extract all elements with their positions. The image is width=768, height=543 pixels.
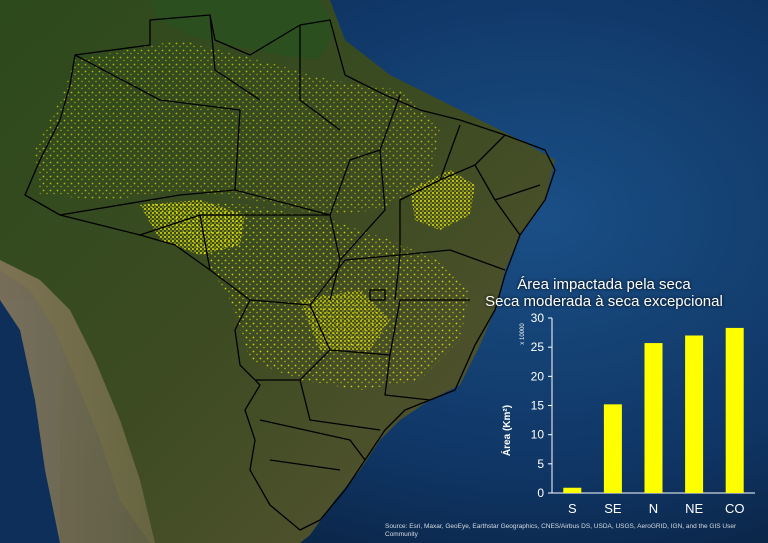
northern-coast (150, 0, 335, 60)
bar-chart: 0 5 10 15 20 25 30 S SE N NE CO Área (Km²) x 10000 (500, 311, 755, 516)
bar-se (603, 404, 622, 493)
chart-subtitle: Seca moderada à seca excepcional (485, 293, 723, 310)
y-tick-label: 0 (537, 486, 544, 500)
drought-overlay-north (35, 40, 440, 215)
map-attribution: Source: Esri, Maxar, GeoEye, Earthstar G… (385, 523, 737, 538)
bars (563, 327, 744, 493)
y-tick-label: 25 (531, 340, 545, 354)
y-tick-label: 5 (537, 457, 544, 471)
y-ticks: 0 5 10 15 20 25 30 (531, 311, 552, 500)
brazil-outline (24, 14, 556, 531)
y-axis-label: Área (Km²) (500, 405, 513, 456)
y-tick-label: 30 (531, 311, 545, 325)
x-tick-label: N (649, 501, 658, 516)
bar-n (644, 343, 663, 493)
chart-title: Área impactada pela seca (517, 276, 691, 293)
drought-dense-hotspot-3 (300, 290, 390, 350)
bar-co (725, 327, 744, 493)
bar-s (563, 487, 582, 493)
y-tick-label: 10 (531, 428, 545, 442)
x-tick-label: S (568, 501, 577, 516)
x-tick-labels: S SE N NE CO (568, 501, 744, 516)
y-tick-label: 20 (531, 369, 545, 383)
drought-dense-hotspot-2 (410, 170, 475, 230)
x-tick-label: SE (604, 501, 622, 516)
state-borders (24, 14, 556, 531)
bar-ne (685, 335, 704, 493)
y-scale-label: x 10000 (520, 323, 526, 345)
y-tick-label: 15 (531, 399, 545, 413)
andes-region (0, 260, 155, 543)
x-tick-label: CO (725, 501, 745, 516)
x-tick-label: NE (685, 501, 703, 516)
drought-dense-hotspot-1 (140, 200, 245, 255)
